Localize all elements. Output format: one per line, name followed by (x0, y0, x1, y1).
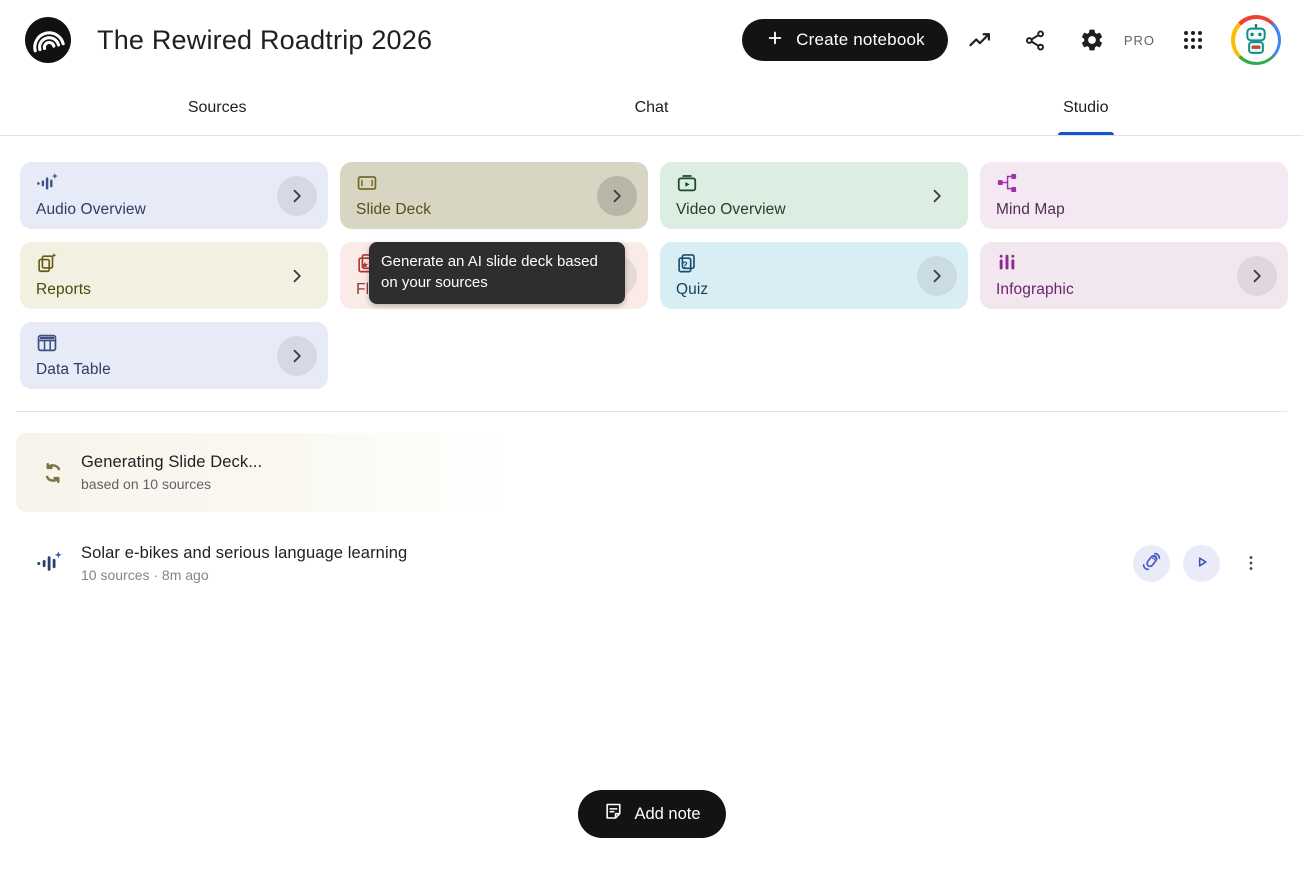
card-infographic[interactable]: Infographic (980, 242, 1288, 309)
card-mind-map[interactable]: Mind Map (980, 162, 1288, 229)
card-label: Audio Overview (36, 201, 146, 218)
play-audio-button[interactable] (1183, 544, 1220, 582)
note-icon (602, 801, 623, 827)
card-video-overview[interactable]: Video Overview (660, 162, 968, 229)
card-label: Quiz (676, 281, 709, 298)
account-avatar[interactable] (1231, 15, 1281, 65)
chevron-right-icon[interactable] (277, 256, 317, 296)
card-label: Video Overview (676, 201, 786, 218)
card-label: Slide Deck (356, 201, 432, 218)
chevron-right-icon[interactable] (917, 176, 957, 216)
plus-icon (765, 28, 785, 53)
chevron-right-icon[interactable] (917, 255, 957, 296)
slide-deck-icon (356, 172, 378, 194)
notebook-title[interactable]: The Rewired Roadtrip 2026 (97, 24, 433, 55)
chevron-right-icon[interactable] (277, 335, 317, 376)
apps-grid-icon[interactable] (1169, 16, 1217, 64)
panel-tabbar: Sources Chat Studio (0, 80, 1303, 136)
svg-text:?: ? (682, 260, 688, 270)
infographic-icon (996, 252, 1018, 274)
share-icon[interactable] (1012, 16, 1060, 64)
generating-text: Generating Slide Deck... based on 10 sou… (81, 453, 262, 492)
tab-studio-label: Studio (1063, 98, 1109, 116)
tab-sources-label: Sources (187, 98, 247, 116)
section-divider (16, 411, 1287, 412)
card-audio-overview[interactable]: Audio Overview (20, 162, 328, 229)
studio-tool-grid: Audio Overview Slide Deck Video Overview (20, 162, 1288, 389)
analytics-trending-icon[interactable] (956, 16, 1004, 64)
audio-waveform-icon (36, 172, 58, 194)
avatar-robot-image (1234, 18, 1278, 62)
card-data-table[interactable]: Data Table (20, 322, 328, 389)
settings-gear-icon[interactable] (1068, 16, 1116, 64)
generating-subtitle: based on 10 sources (81, 476, 211, 492)
audio-overview-item[interactable]: Solar e-bikes and serious language learn… (0, 530, 1303, 596)
card-label: Data Table (36, 361, 111, 378)
generating-title: Generating Slide Deck... (81, 453, 263, 471)
card-quiz[interactable]: ? Quiz (660, 242, 968, 309)
add-note-label: Add note (634, 804, 701, 823)
audio-item-actions (1120, 544, 1265, 582)
waving-hand-icon (1141, 551, 1162, 575)
interactive-mode-hand-button[interactable] (1133, 544, 1170, 582)
tab-studio-active-underline (1057, 132, 1114, 135)
notebooklm-logo-icon[interactable] (25, 17, 71, 63)
audio-item-title: Solar e-bikes and serious language learn… (81, 543, 408, 562)
slide-deck-tooltip: Generate an AI slide deck based on your … (369, 242, 625, 304)
app-header: The Rewired Roadtrip 2026 Create noteboo… (0, 0, 1303, 80)
mind-map-icon (996, 172, 1018, 194)
create-notebook-button[interactable]: Create notebook (742, 19, 948, 61)
video-overview-icon (676, 172, 698, 194)
data-table-icon (36, 332, 58, 354)
tab-studio[interactable]: Studio (869, 80, 1303, 135)
audio-waveform-icon (36, 550, 62, 576)
audio-item-meta: 10 sources · 8m ago (81, 566, 209, 583)
add-note-button[interactable]: Add note (577, 790, 726, 838)
chevron-right-icon[interactable] (1237, 255, 1277, 296)
chevron-right-icon[interactable] (597, 175, 637, 216)
card-label: Reports (36, 281, 91, 298)
tab-chat[interactable]: Chat (434, 80, 868, 135)
generating-status-row: Generating Slide Deck... based on 10 sou… (16, 433, 513, 512)
audio-item-text: Solar e-bikes and serious language learn… (81, 544, 407, 583)
card-reports[interactable]: Reports (20, 242, 328, 309)
play-icon (1192, 552, 1212, 575)
reports-icon (36, 252, 58, 274)
tab-sources[interactable]: Sources (0, 80, 434, 135)
card-slide-deck[interactable]: Slide Deck (340, 162, 648, 229)
tab-chat-label: Chat (634, 98, 669, 116)
sync-spinner-icon (41, 461, 65, 485)
create-notebook-label: Create notebook (796, 30, 925, 49)
pro-badge: PRO (1123, 32, 1155, 48)
quiz-icon: ? (676, 252, 698, 274)
chevron-right-icon[interactable] (277, 175, 317, 216)
card-label: Infographic (996, 281, 1074, 298)
card-label: Mind Map (996, 201, 1065, 218)
more-options-kebab-icon[interactable] (1237, 549, 1265, 577)
